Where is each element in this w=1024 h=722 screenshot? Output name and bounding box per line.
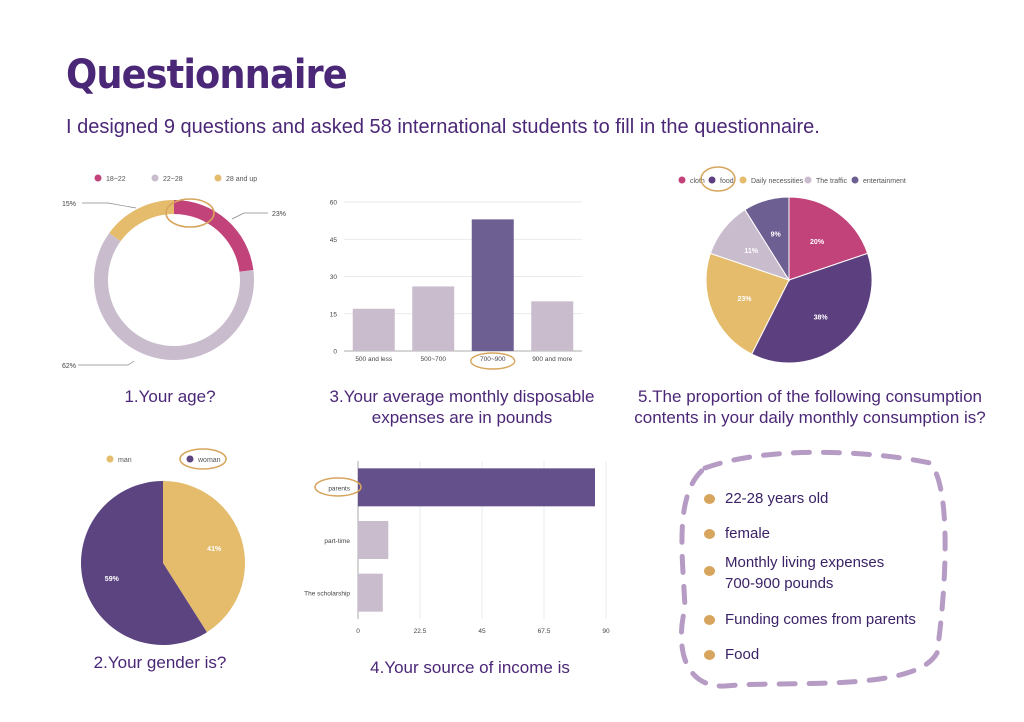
y-tick-label: 45 xyxy=(330,237,338,244)
slice-label: 11% xyxy=(744,248,758,255)
leader-line xyxy=(231,212,268,220)
bar xyxy=(358,468,595,507)
donut-slice xyxy=(93,232,254,360)
consumption-pie-chart: cloth food Daily necessities The traffic ent… xyxy=(678,166,906,364)
slice-label: 59% xyxy=(105,576,120,583)
x-tick-label: 700~900 xyxy=(480,356,506,363)
legend-label: Daily necessities xyxy=(751,178,804,185)
legend-marker xyxy=(851,176,859,184)
legend-label: 28 and up xyxy=(226,176,257,183)
bar xyxy=(358,521,389,559)
x-tick-label: 67.5 xyxy=(538,628,551,635)
highlight-circle xyxy=(470,352,516,370)
x-tick-label: 900 and more xyxy=(532,356,572,363)
legend-marker xyxy=(151,174,159,182)
bar xyxy=(412,286,455,351)
x-tick-label: 22.5 xyxy=(414,628,427,635)
expenses-caption: 3.Your average monthly disposable expens… xyxy=(329,387,595,427)
legend-label: entertainment xyxy=(863,178,906,185)
summary-bullet-icon xyxy=(704,615,715,625)
leader-line xyxy=(82,202,137,209)
y-tick-label: 15 xyxy=(330,311,338,318)
legend-marker xyxy=(186,455,194,463)
bar xyxy=(358,573,383,612)
page-title: Questionnaire xyxy=(66,52,348,98)
income-caption: 4.Your source of income is xyxy=(370,658,570,677)
y-tick-label: 30 xyxy=(330,274,338,281)
highlight-circle xyxy=(314,477,362,497)
slice-label: 23% xyxy=(737,296,752,303)
summary-bullet-icon xyxy=(704,494,715,504)
legend-label: The traffic xyxy=(816,178,847,185)
legend-label: food xyxy=(720,178,734,185)
y-tick-label: The scholarship xyxy=(304,591,350,598)
x-tick-label: 500 and less xyxy=(355,356,393,363)
pie-slice xyxy=(750,252,873,364)
age-donut-chart: 18~22 22~28 28 and up 23% 62% 15% xyxy=(62,174,286,370)
pie-slice xyxy=(788,196,869,281)
legend-marker xyxy=(804,176,812,184)
summary-bullet-icon xyxy=(704,566,715,576)
summary-bullet-icon xyxy=(704,529,715,539)
x-tick-label: 500~700 xyxy=(421,356,447,363)
legend-marker xyxy=(214,174,222,182)
summary-item-expenses: Monthly living expenses xyxy=(725,554,885,571)
y-tick-label: 60 xyxy=(330,200,338,207)
slice-label: 9% xyxy=(771,232,782,239)
legend-label: 18~22 xyxy=(106,176,126,183)
y-tick-label: parents xyxy=(328,485,350,492)
y-tick-label: part-time xyxy=(324,538,350,545)
legend-marker xyxy=(739,176,747,184)
bar xyxy=(352,308,395,351)
gender-caption: 2.Your gender is? xyxy=(93,653,227,672)
legend-marker xyxy=(708,176,716,184)
pie-slice xyxy=(705,252,790,355)
gender-pie-chart: man woman 41% 59% xyxy=(80,448,245,645)
age-caption: 1.Your age? xyxy=(124,387,216,406)
page-subtitle: I designed 9 questions and asked 58 inte… xyxy=(66,116,820,138)
pie-slice xyxy=(163,481,245,633)
legend-label: man xyxy=(118,457,132,464)
summary-item-age: 22-28 years old xyxy=(725,490,829,507)
bar xyxy=(531,301,574,351)
x-tick-label: 90 xyxy=(602,628,610,635)
pie-slice xyxy=(744,196,790,282)
highlight-circle xyxy=(179,448,227,470)
summary-item-funding: Funding comes from parents xyxy=(725,611,916,628)
legend-marker xyxy=(94,174,102,182)
summary-bullet-icon xyxy=(704,650,715,660)
slice-label: 62% xyxy=(62,363,76,370)
legend-label: 22~28 xyxy=(163,176,183,183)
expenses-bar-chart: 0 15 30 45 60 500 and less 500~700 700~900 900 a… xyxy=(330,200,582,370)
highlight-circle xyxy=(165,198,215,228)
slice-label: 15% xyxy=(62,201,76,208)
summary-border xyxy=(678,449,948,689)
x-tick-label: 45 xyxy=(478,628,486,635)
legend-label: cloth xyxy=(690,178,705,185)
income-bar-chart: 0 22.5 45 67.5 90 parents part-time The scholar… xyxy=(304,461,610,635)
pie-slice xyxy=(80,481,207,645)
slice-label: 41% xyxy=(207,546,222,553)
donut-slice xyxy=(109,200,174,242)
slice-label: 20% xyxy=(810,239,825,246)
x-tick-label: 0 xyxy=(356,628,360,635)
summary-item-expenses-range: 700-900 pounds xyxy=(725,575,834,592)
leader-line xyxy=(78,360,135,366)
legend-marker xyxy=(106,455,114,463)
highlight-circle xyxy=(700,166,736,192)
summary-item-consumption: Food xyxy=(725,646,760,663)
bar xyxy=(471,219,514,351)
legend-marker xyxy=(678,176,686,184)
summary-item-gender: female xyxy=(725,525,771,542)
consumption-caption: 5.The proportion of the following consum… xyxy=(634,387,986,427)
legend-label: woman xyxy=(197,457,221,464)
slice-label: 38% xyxy=(814,314,829,321)
slice-label: 23% xyxy=(272,211,286,218)
y-tick-label: 0 xyxy=(333,349,337,356)
